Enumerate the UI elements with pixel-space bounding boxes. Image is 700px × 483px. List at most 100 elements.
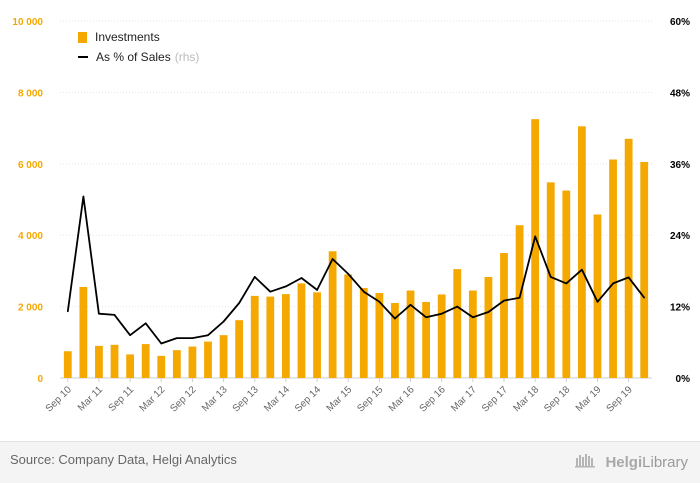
line-point-share-of-sales <box>362 290 365 293</box>
x-tick-label: Mar 14 <box>262 384 292 414</box>
bar-investments <box>250 295 259 378</box>
legend-swatch-investments <box>78 31 87 43</box>
chart-area: 0 0% 2 000 12% 4 000 24% 6 000 36% 8 000 48% 10 00… <box>12 17 691 415</box>
line-point-share-of-sales <box>643 296 646 299</box>
bar-investments <box>297 283 306 378</box>
chart-legend: Investments As % of Sales (rhs) <box>78 27 199 67</box>
x-tick-label: Mar 18 <box>511 384 541 414</box>
bar-investments <box>593 214 602 378</box>
bar-investments <box>437 294 446 378</box>
bar-investments <box>344 274 353 378</box>
line-point-share-of-sales <box>269 290 272 293</box>
x-tick-label: Mar 11 <box>76 384 106 414</box>
y-left-tick-label: 2 000 <box>18 303 43 314</box>
bar-investments <box>313 292 321 378</box>
bar-investments <box>391 303 399 378</box>
line-point-share-of-sales <box>456 305 459 308</box>
line-point-share-of-sales <box>487 311 490 313</box>
line-point-share-of-sales <box>378 301 381 303</box>
x-tick-label: Mar 13 <box>200 384 230 414</box>
x-tick-label: Sep 18 <box>542 384 572 414</box>
brand-suffix: Library <box>642 453 688 471</box>
y-left-tick-label: 4 000 <box>18 231 43 242</box>
bar-investments <box>79 286 88 378</box>
line-point-share-of-sales <box>300 277 303 279</box>
library-logo-icon <box>575 452 601 472</box>
x-tick-label: Mar 17 <box>449 384 479 414</box>
bar-investments <box>126 354 134 378</box>
bar-investments <box>157 355 166 378</box>
bar-investments <box>235 320 244 378</box>
y-right-tick-label: 0% <box>676 374 691 385</box>
bar-investments <box>328 251 337 378</box>
bar-investments <box>546 182 555 378</box>
bar-investments <box>375 293 384 378</box>
bar-investments <box>188 346 197 378</box>
x-tick-label: Sep 16 <box>418 384 448 414</box>
x-tick-label: Sep 15 <box>355 384 385 414</box>
x-tick-label: Sep 12 <box>168 384 198 414</box>
bar-investments <box>531 119 540 379</box>
x-tick-label: Sep 13 <box>231 384 261 414</box>
line-point-share-of-sales <box>612 282 614 285</box>
brand-logo: Helgi Library <box>575 452 688 472</box>
line-point-share-of-sales <box>409 304 412 306</box>
legend-label-share-of-sales: As % of Sales <box>96 50 171 64</box>
legend-label-investments: Investments <box>95 30 160 44</box>
chart-svg: 0 0% 2 000 12% 4 000 24% 6 000 36% 8 000 48% 10 00… <box>12 17 691 415</box>
line-point-share-of-sales <box>472 316 474 319</box>
legend-swatch-share-of-sales <box>78 56 88 58</box>
line-point-share-of-sales <box>82 195 85 198</box>
line-point-share-of-sales <box>394 317 396 320</box>
bar-investments <box>624 138 633 378</box>
line-point-share-of-sales <box>191 337 194 339</box>
y-left-tick-label: 0 <box>37 374 43 385</box>
bar-investments <box>515 225 524 378</box>
bar-investments <box>609 159 617 378</box>
footer-divider <box>0 441 700 442</box>
line-point-share-of-sales <box>518 296 521 299</box>
x-tick-label: Sep 19 <box>605 384 635 414</box>
legend-item-investments[interactable]: Investments <box>78 27 199 47</box>
x-tick-label: Mar 15 <box>325 384 355 414</box>
bar-investments <box>95 345 103 378</box>
footer: Source: Company Data, Helgi Analytics He… <box>0 442 700 483</box>
source-note: Source: Company Data, Helgi Analytics <box>10 452 237 467</box>
line-point-share-of-sales <box>66 310 69 313</box>
bar-investments <box>453 269 462 378</box>
line-point-share-of-sales <box>425 316 427 319</box>
legend-label-rhs: (rhs) <box>174 50 200 64</box>
x-tick-label: Mar 12 <box>138 384 168 414</box>
y-left-tick-label: 8 000 <box>18 88 43 99</box>
x-tick-label: Sep 10 <box>44 384 74 414</box>
line-point-share-of-sales <box>331 258 334 260</box>
bar-investments <box>63 351 72 378</box>
bar-investments <box>359 288 368 378</box>
brand-prefix: Helgi <box>605 453 643 471</box>
bar-investments <box>422 301 430 378</box>
line-point-share-of-sales <box>503 299 505 302</box>
line-point-share-of-sales <box>549 276 552 278</box>
bar-investments <box>640 162 649 378</box>
bar-investments <box>578 126 586 378</box>
y-right-tick-label: 12% <box>670 303 690 314</box>
bar-investments <box>219 335 228 378</box>
bar-investments <box>282 294 290 378</box>
line-point-share-of-sales <box>176 337 178 339</box>
legend-item-share-of-sales[interactable]: As % of Sales (rhs) <box>78 47 199 67</box>
bar-investments <box>500 253 508 378</box>
bar-investments <box>172 350 181 378</box>
x-tick-label: Sep 14 <box>293 384 323 414</box>
line-point-share-of-sales <box>222 320 225 323</box>
bar-investments <box>204 341 212 378</box>
x-tick-label: Sep 11 <box>107 384 137 414</box>
y-right-tick-label: 60% <box>670 17 690 28</box>
line-point-share-of-sales <box>129 334 131 336</box>
line-point-share-of-sales <box>581 268 583 271</box>
bar-investments <box>484 276 493 378</box>
line-point-share-of-sales <box>160 342 163 345</box>
line-point-share-of-sales <box>253 276 256 278</box>
y-right-tick-label: 36% <box>670 160 690 171</box>
line-point-share-of-sales <box>534 235 536 238</box>
bar-investments <box>110 344 119 378</box>
